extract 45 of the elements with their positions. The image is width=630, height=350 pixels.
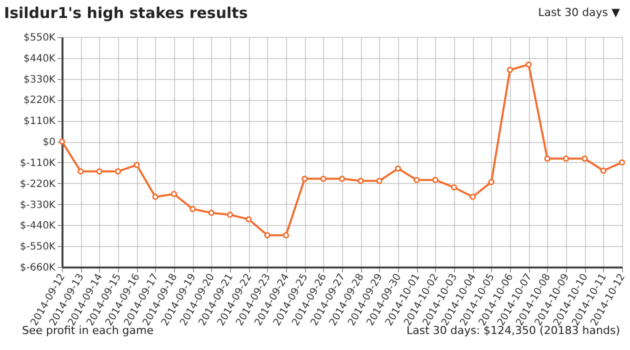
point <box>394 165 402 172</box>
point <box>544 156 550 162</box>
point <box>450 184 458 190</box>
point <box>302 176 308 182</box>
point <box>96 168 102 174</box>
text: Last 30 days ▼ <box>538 6 621 19</box>
point <box>246 216 252 222</box>
point <box>432 176 438 184</box>
point <box>488 178 494 186</box>
point <box>470 194 476 200</box>
point <box>414 176 420 184</box>
point <box>582 156 588 162</box>
point <box>282 232 290 238</box>
point <box>134 162 140 168</box>
y-tick-label: $-550K <box>20 242 56 253</box>
y-tick-label: $220K <box>23 95 56 106</box>
point <box>600 168 606 174</box>
y-tick-label: $110K <box>23 116 56 128</box>
point <box>338 176 346 182</box>
y-tick-label: $550K <box>23 32 56 44</box>
y-tick-label: $0 <box>42 137 56 148</box>
point <box>506 66 514 73</box>
point <box>114 168 122 174</box>
y-tick-label: $-440K <box>20 220 56 232</box>
y-tick-label: $330K <box>23 74 56 86</box>
y-tick-label: $-660K <box>20 262 56 274</box>
point <box>358 178 364 184</box>
y-tick-label: $-330K <box>20 200 56 211</box>
point <box>376 178 382 184</box>
y-tick-label: $-220K <box>20 178 56 190</box>
point <box>320 176 326 182</box>
point <box>208 210 214 216</box>
chart-title: Isildur1's high stakes results <box>4 4 248 22</box>
y-tick-label: $-110K <box>20 158 56 169</box>
point <box>152 194 158 200</box>
point <box>264 232 270 238</box>
y-tick-label: $440K <box>23 53 56 64</box>
point <box>58 138 66 145</box>
point <box>226 212 234 218</box>
point <box>526 61 532 68</box>
point <box>170 190 178 198</box>
point <box>78 168 84 174</box>
point <box>618 159 626 166</box>
point <box>190 206 196 212</box>
point <box>562 156 570 162</box>
